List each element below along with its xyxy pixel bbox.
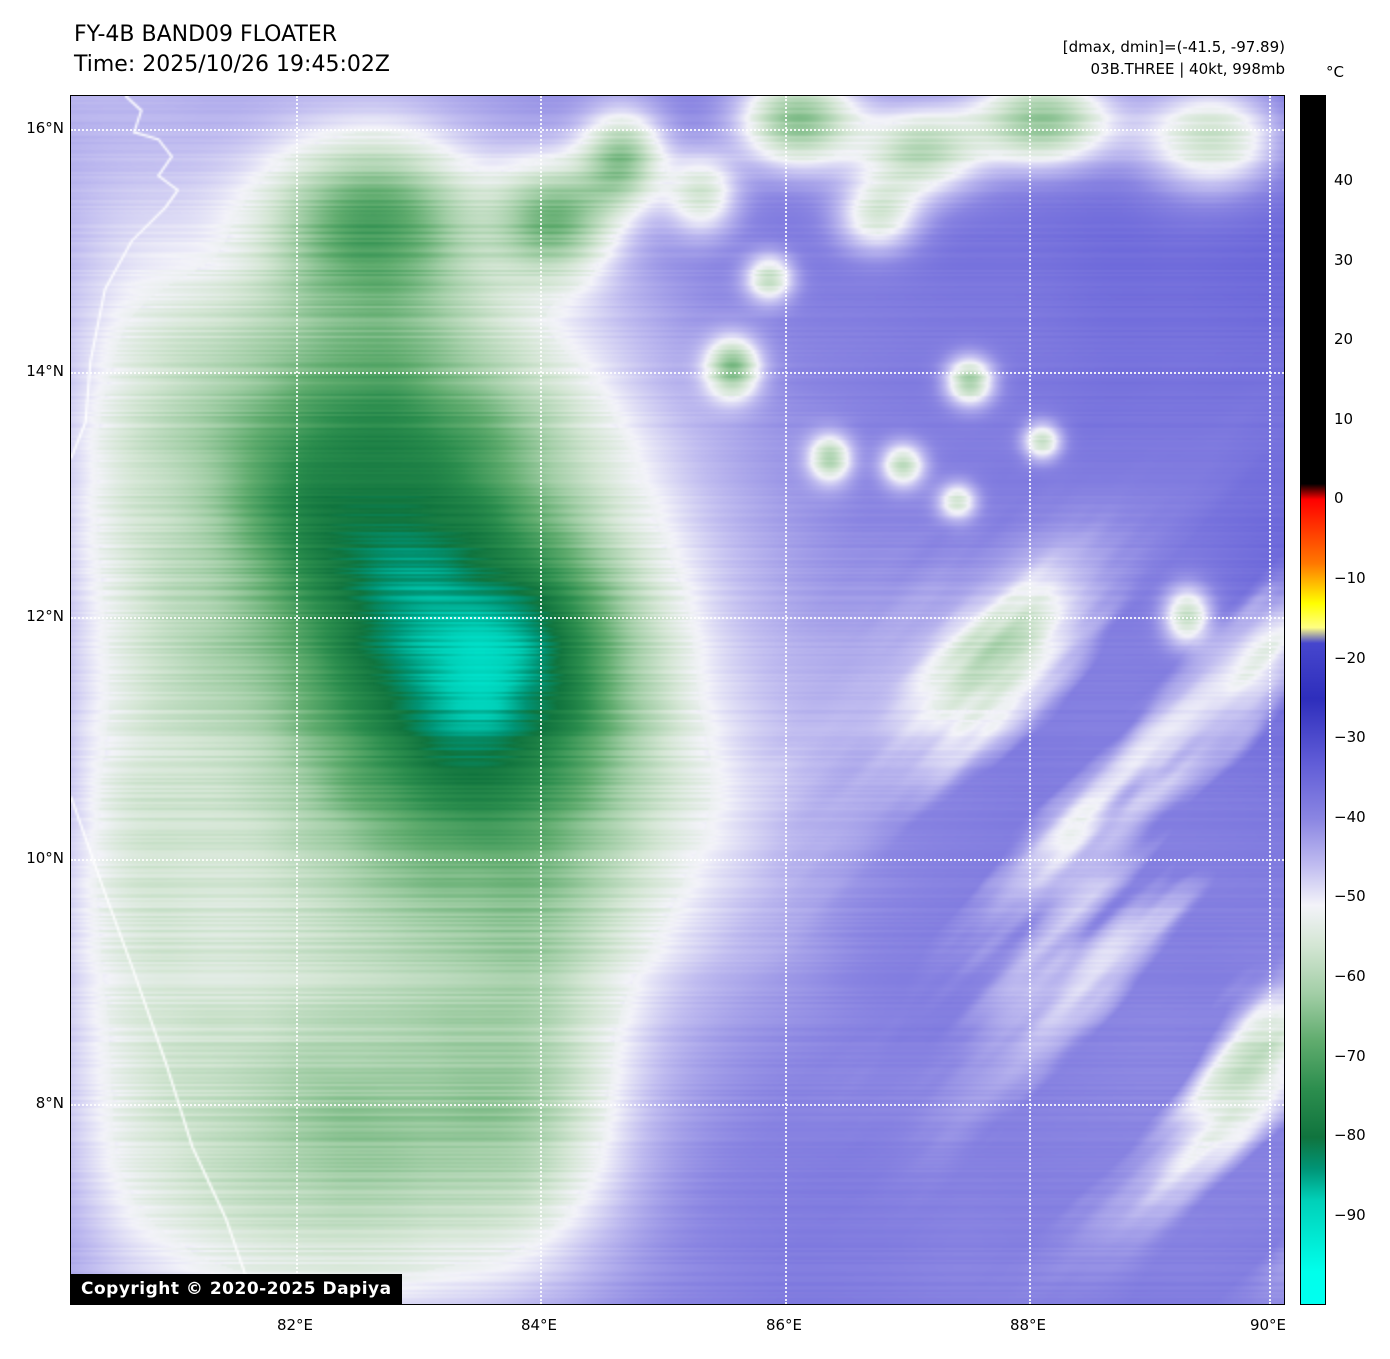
colorbar-tick: 10 xyxy=(1334,410,1354,428)
figure-timestamp: Time: 2025/10/26 19:45:02Z xyxy=(74,52,390,77)
temperature-colorbar xyxy=(1300,95,1326,1305)
figure-header-right: [dmax, dmin]=(-41.5, -97.89) 03B.THREE |… xyxy=(1063,36,1285,80)
lat-label: 10°N xyxy=(26,849,64,867)
colorbar-tick: −10 xyxy=(1334,569,1366,587)
colorbar-unit-label: °C xyxy=(1326,63,1344,81)
copyright-badge: Copyright © 2020-2025 Dapiya xyxy=(71,1274,402,1304)
figure-header: FY-4B BAND09 FLOATER Time: 2025/10/26 19… xyxy=(74,20,390,80)
colorbar-tick: 40 xyxy=(1334,171,1354,189)
dmax-dmin-readout: [dmax, dmin]=(-41.5, -97.89) xyxy=(1062,38,1285,56)
colorbar-tick: −80 xyxy=(1334,1126,1366,1144)
lat-label: 16°N xyxy=(26,119,64,137)
satellite-image-canvas xyxy=(71,96,1284,1304)
satellite-map: Copyright © 2020-2025 Dapiya xyxy=(70,95,1285,1305)
colorbar-tick: −70 xyxy=(1334,1047,1366,1065)
colorbar-tick: −40 xyxy=(1334,808,1366,826)
lon-label: 90°E xyxy=(1249,1316,1287,1334)
colorbar-tick: −30 xyxy=(1334,728,1366,746)
colorbar-tick: −60 xyxy=(1334,967,1366,985)
colorbar-tick: 30 xyxy=(1334,251,1354,269)
colorbar-tick: 0 xyxy=(1334,489,1344,507)
lon-label: 84°E xyxy=(520,1316,558,1334)
lon-label: 82°E xyxy=(276,1316,314,1334)
colorbar-tick: −20 xyxy=(1334,649,1366,667)
lon-label: 86°E xyxy=(765,1316,803,1334)
figure-title: FY-4B BAND09 FLOATER xyxy=(74,22,338,47)
lat-label: 8°N xyxy=(35,1094,64,1112)
lat-label: 14°N xyxy=(26,362,64,380)
colorbar-tick: 20 xyxy=(1334,330,1354,348)
lat-label: 12°N xyxy=(26,607,64,625)
storm-info-readout: 03B.THREE | 40kt, 998mb xyxy=(1090,60,1285,78)
colorbar-tick: −90 xyxy=(1334,1206,1366,1224)
lon-label: 88°E xyxy=(1009,1316,1047,1334)
colorbar-tick: −50 xyxy=(1334,887,1366,905)
